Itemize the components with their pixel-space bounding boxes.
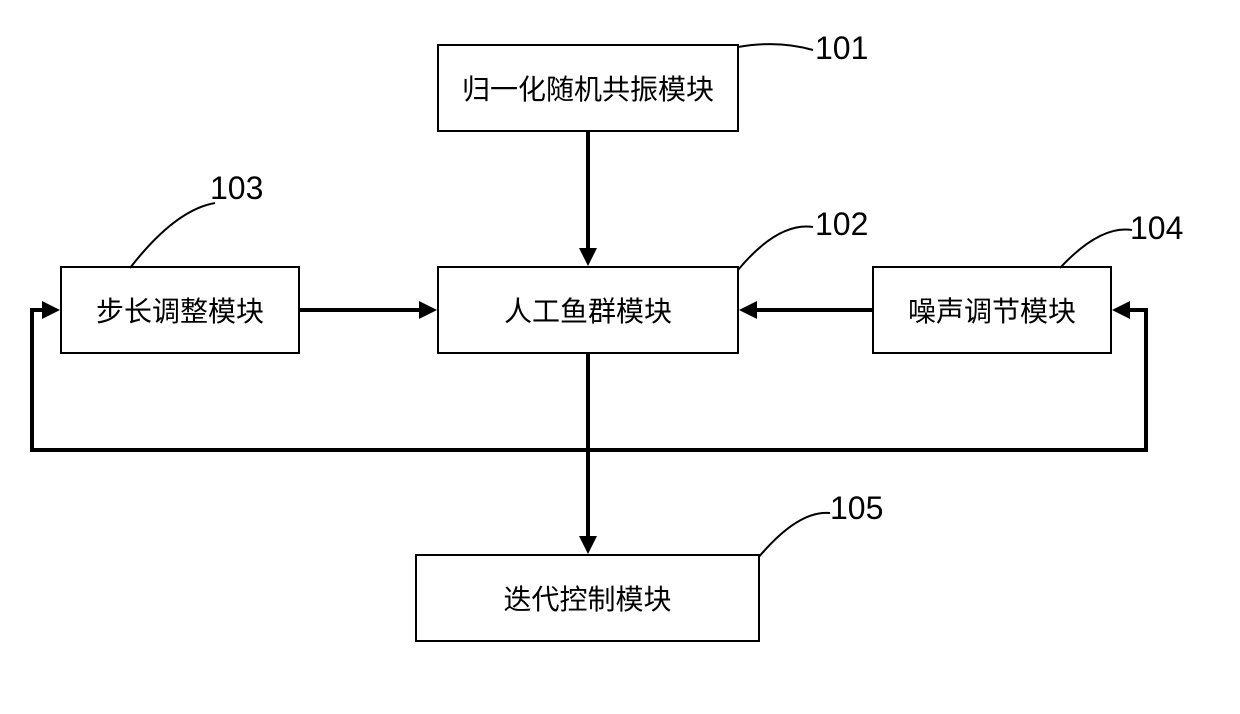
- ref-label-101: 101: [815, 30, 868, 67]
- node-label: 噪声调节模块: [908, 290, 1076, 330]
- node-label: 步长调整模块: [96, 290, 264, 330]
- node-normalize-resonance: 归一化随机共振模块: [437, 44, 739, 132]
- arrow-102-105: [586, 354, 590, 536]
- flowchart-diagram: 归一化随机共振模块 人工鱼群模块 步长调整模块 噪声调节模块 迭代控制模块 10…: [0, 0, 1240, 714]
- leader-line-103: [130, 200, 220, 270]
- leader-line-105: [758, 510, 833, 560]
- leader-line-101: [738, 40, 818, 80]
- feedback-right-into104: [1130, 308, 1148, 312]
- arrow-head-101-102: [579, 248, 597, 266]
- arrow-head-feedback-103: [42, 301, 60, 319]
- leader-line-102: [738, 222, 818, 272]
- feedback-left-vertical: [30, 310, 34, 452]
- node-fish-swarm: 人工鱼群模块: [437, 266, 739, 354]
- arrow-101-102: [586, 132, 590, 248]
- feedback-left-horizontal: [30, 448, 590, 452]
- node-label: 人工鱼群模块: [504, 290, 672, 330]
- arrow-104-102: [757, 308, 872, 312]
- arrow-head-103-102: [419, 301, 437, 319]
- arrow-head-102-105: [579, 536, 597, 554]
- arrow-head-feedback-104: [1112, 301, 1130, 319]
- node-label: 归一化随机共振模块: [462, 68, 714, 108]
- leader-line-104: [1060, 225, 1135, 270]
- ref-label-104: 104: [1130, 210, 1183, 247]
- ref-label-105: 105: [830, 490, 883, 527]
- node-noise-adjust: 噪声调节模块: [872, 266, 1112, 354]
- arrow-head-104-102: [739, 301, 757, 319]
- node-step-adjust: 步长调整模块: [60, 266, 300, 354]
- arrow-103-102: [300, 308, 419, 312]
- node-label: 迭代控制模块: [503, 578, 671, 618]
- node-iteration-control: 迭代控制模块: [415, 554, 760, 642]
- feedback-right-horizontal: [586, 448, 1148, 452]
- feedback-left-into103: [30, 308, 44, 312]
- feedback-right-vertical: [1144, 310, 1148, 452]
- ref-label-102: 102: [815, 206, 868, 243]
